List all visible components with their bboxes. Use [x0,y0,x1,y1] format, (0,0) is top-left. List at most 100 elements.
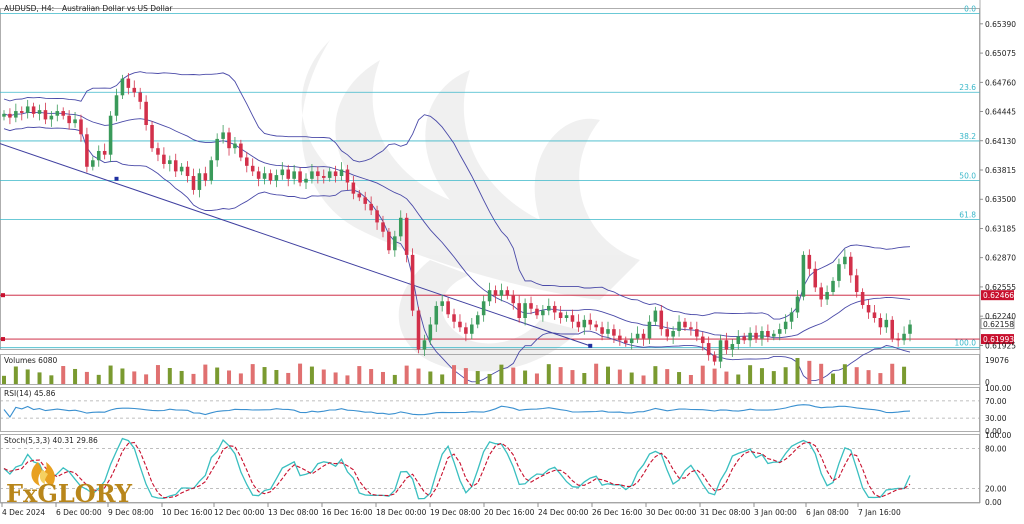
volume-bar [321,369,326,384]
candle-body [126,78,131,88]
volume-bar [404,365,409,384]
volume-bar [49,375,54,384]
time-tick-label: 7 Jan 16:00 [858,508,901,517]
candle-body [772,333,776,337]
candle-body [647,321,652,339]
candle-body [14,111,18,118]
rsi-label: RSI(14) 45.86 [4,389,56,398]
volume-bar [487,373,492,384]
candle-body [718,340,723,362]
candle-body [144,101,148,125]
volume-bar [309,366,314,384]
volume-bar [369,369,374,384]
candle-body [766,330,770,337]
price-tick-label: 0.61925 [985,341,1016,350]
price-level-tag-text: 0.61993 [983,335,1014,344]
candle-body [825,292,829,300]
time-tick-label: 13 Dec 08:00 [268,508,319,517]
volume-bar [759,368,764,384]
stoch-signal-line [3,441,911,499]
time-tick-label: 31 Dec 08:00 [700,508,751,517]
stoch-tick-label: 100.00 [985,431,1011,440]
volume-bar [298,363,303,384]
price-tick-label: 0.63500 [985,195,1016,204]
candle-body [594,324,598,328]
volume-bar [238,373,243,384]
candle-body [262,173,267,179]
time-axis: 4 Dec 2024 6 Dec 00:00 9 Dec 08:00 10 Dec 1… [0,502,980,517]
volume-bar [227,370,232,384]
candle-body [215,138,219,161]
candle-body [345,169,350,183]
candle-body [8,113,12,118]
volume-bar [641,375,646,384]
price-level-tag [981,290,1014,301]
candle-body [91,160,95,167]
candle-body [191,176,196,190]
candle-body [730,343,735,350]
stoch-tick-label: 20.00 [985,485,1007,494]
candle-body [570,315,575,322]
volume-bar [96,374,101,384]
fib-label: 38.2 [959,132,976,141]
stochastic-panel: 100.00 80.00 20.00 0.00 [0,431,1011,507]
volume-bar [13,366,18,384]
volume-bar [534,373,539,384]
volume-bar [606,366,610,384]
candle-body [481,301,486,316]
volume-bar [191,373,196,384]
candle-body [712,355,717,362]
volume-bar [25,369,30,384]
candle-body [43,110,48,120]
symbol-description: Australian Dollar vs US Dollar [62,4,173,13]
volume-bar [665,369,670,384]
candle-body [896,338,900,341]
fxglory-logo: FxGLORY [6,462,133,508]
time-tick-label: 3 Jan 00:00 [754,508,797,517]
candle-body [25,106,30,113]
candle-body [807,254,812,269]
candle-body [458,321,462,328]
candle-body [629,338,634,344]
volume-bar [570,370,575,384]
candle-body [837,264,841,281]
candle-body [866,305,871,313]
candle-body [706,343,711,356]
candle-body [884,319,889,328]
volume-bar [653,366,658,384]
volume-bar [357,366,362,384]
volume-bar [167,368,172,384]
candle-body [541,310,545,316]
volume-bar [902,366,907,384]
candle-body [49,115,54,120]
candle-body [357,193,362,198]
candle-body [641,333,646,339]
volume-bar [440,374,445,384]
candle-body [505,290,510,296]
candle-body [499,290,504,296]
candle-body [102,150,107,155]
volume-bar [795,358,800,384]
candle-body [369,203,373,211]
stoch-label: Stoch(5,3,3) 40.31 29.86 [4,436,98,445]
volume-bar [144,374,149,384]
candle-body [96,150,101,161]
candle-body [280,169,285,176]
rsi-tick-label: 100.00 [985,384,1011,393]
candle-body [416,310,421,350]
volume-bar [452,365,457,384]
time-tick-label: 6 Dec 00:00 [56,508,102,517]
candle-body [902,333,906,341]
candle-body [120,78,125,96]
candle-body [162,154,166,164]
candle-body [398,217,403,237]
candle-body [179,166,184,172]
candle-body [268,173,273,181]
price-tick-label: 0.62870 [985,254,1016,263]
candle-body [535,308,539,316]
time-tick-label: 19 Dec 08:00 [430,508,481,517]
candle-body [523,303,527,319]
candle-body [854,275,859,293]
candle-body [316,171,320,177]
